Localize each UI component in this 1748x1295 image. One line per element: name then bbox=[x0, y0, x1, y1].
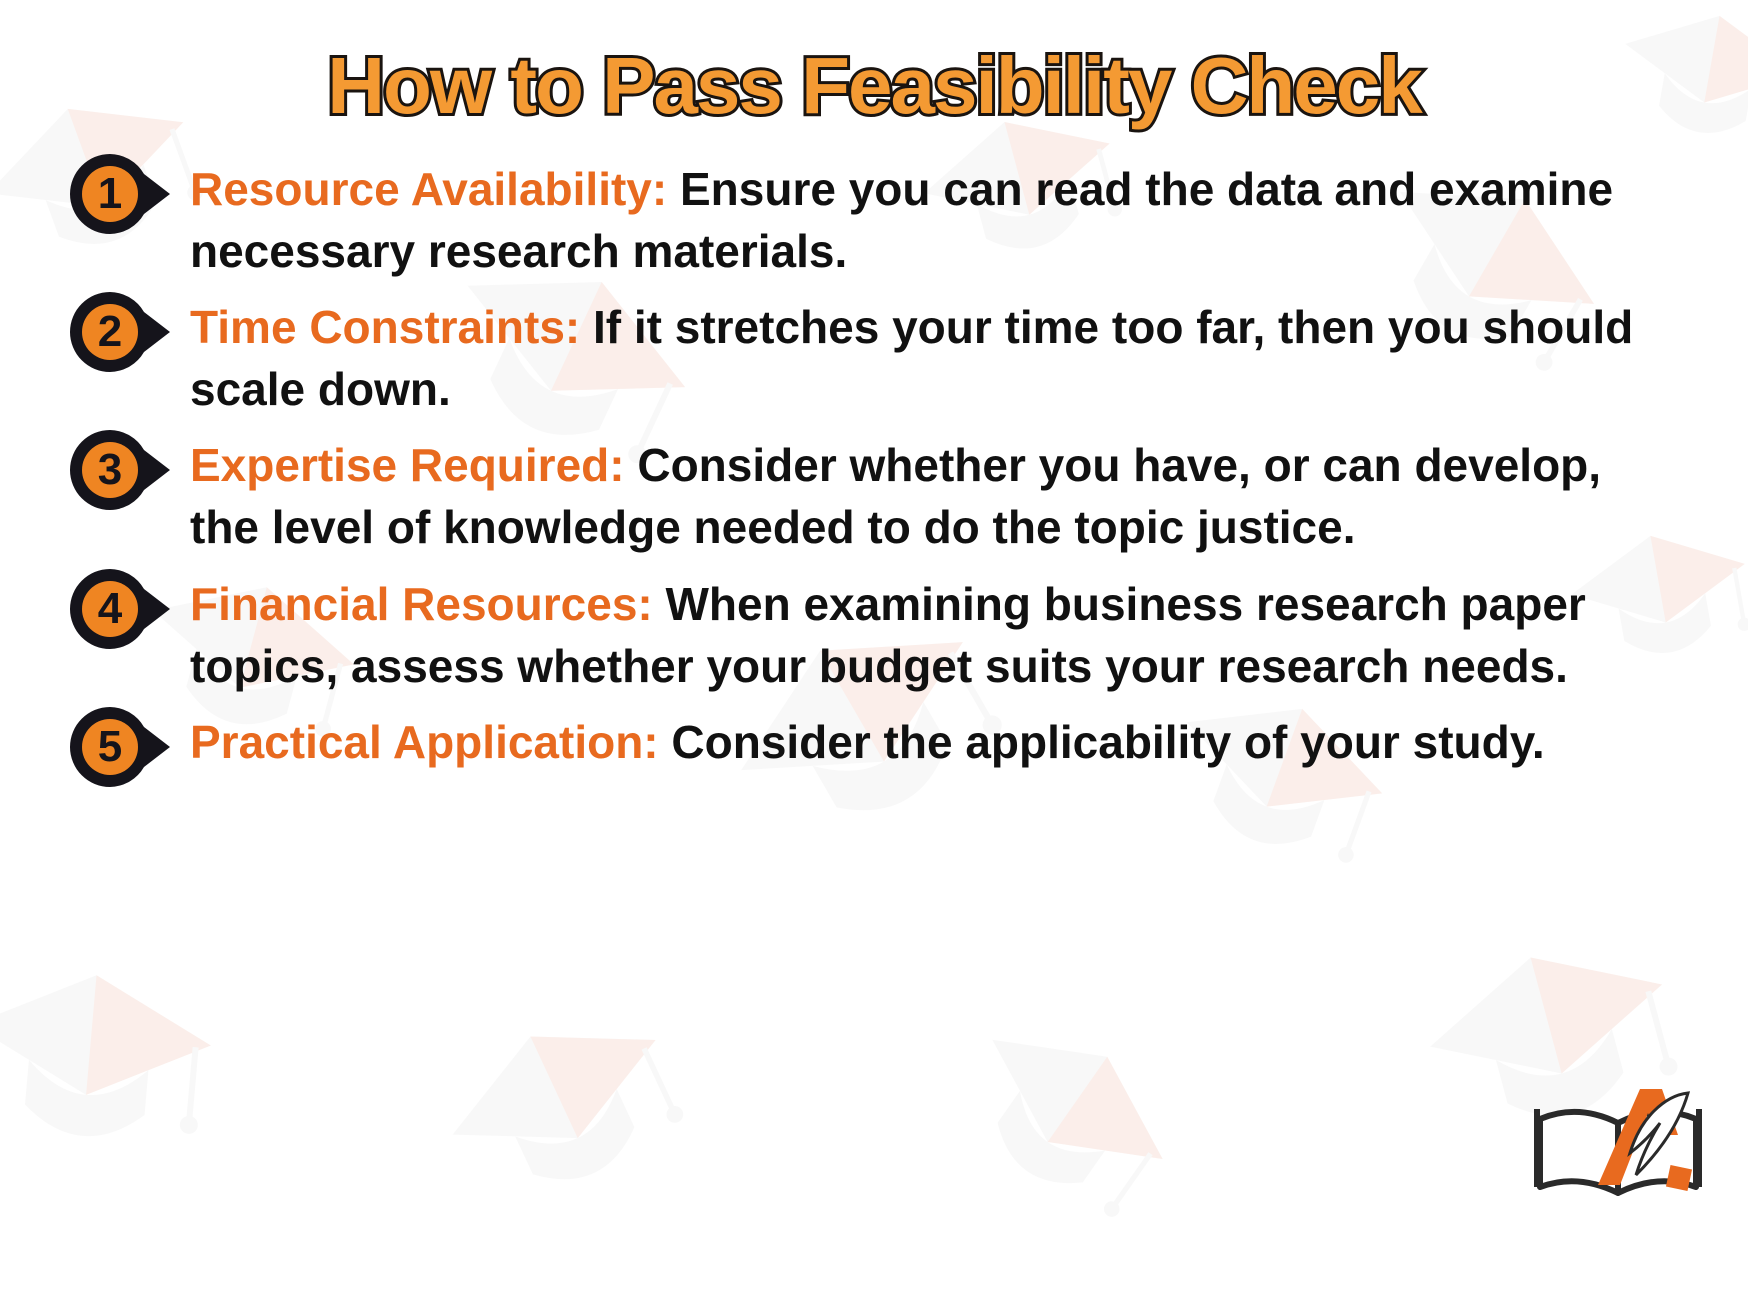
brand-logo bbox=[1528, 1075, 1708, 1210]
graduation-cap-icon bbox=[0, 887, 253, 1212]
number-badge-value: 5 bbox=[70, 707, 150, 787]
number-badge: 1 bbox=[70, 154, 170, 234]
number-badge-value: 3 bbox=[70, 430, 150, 510]
item-label: Practical Application: bbox=[190, 716, 671, 768]
number-badge-value: 4 bbox=[70, 569, 150, 649]
checklist-item: 5 Practical Application: Consider the app… bbox=[70, 705, 1678, 787]
checklist-item: 4Financial Resources: When examining bus… bbox=[70, 567, 1678, 697]
graduation-cap-icon bbox=[889, 929, 1251, 1291]
number-badge-value: 2 bbox=[70, 292, 150, 372]
graduation-cap-icon bbox=[374, 914, 746, 1286]
number-badge: 2 bbox=[70, 292, 170, 372]
item-label: Expertise Required: bbox=[190, 439, 637, 491]
page-title: How to Pass Feasibility CheckHow to Pass… bbox=[0, 0, 1748, 132]
number-badge: 5 bbox=[70, 707, 170, 787]
item-label: Financial Resources: bbox=[190, 578, 666, 630]
checklist-item: 2Time Constraints: If it stretches your … bbox=[70, 290, 1678, 420]
number-badge: 4 bbox=[70, 569, 170, 649]
number-badge-value: 1 bbox=[70, 154, 150, 234]
checklist: 1Resource Availability: Ensure you can r… bbox=[0, 132, 1748, 787]
number-badge: 3 bbox=[70, 430, 170, 510]
checklist-item: 3Expertise Required: Consider whether yo… bbox=[70, 428, 1678, 558]
item-label: Time Constraints: bbox=[190, 301, 593, 353]
item-label: Resource Availability: bbox=[190, 163, 680, 215]
item-body: Consider the applicability of your study… bbox=[671, 716, 1544, 768]
checklist-item: 1Resource Availability: Ensure you can r… bbox=[70, 152, 1678, 282]
